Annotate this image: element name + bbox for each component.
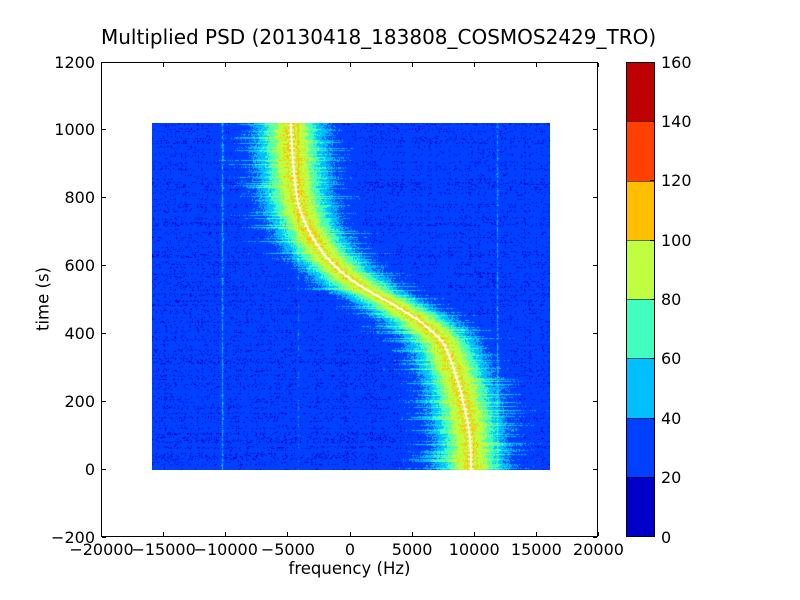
x-tick-mark [225, 532, 227, 536]
y-tick-label: 200 [64, 391, 95, 411]
y-tick-label: 1000 [54, 120, 95, 140]
colorbar-segment [627, 299, 654, 359]
colorbar-tick-label: 120 [661, 171, 692, 191]
x-tick-mark [411, 532, 413, 536]
y-tick-mark [102, 400, 106, 402]
x-axis-label: frequency (Hz) [288, 559, 411, 578]
x-tick-label: −15000 [131, 540, 196, 559]
x-tick-mark-top [411, 63, 413, 67]
colorbar-segment [627, 358, 654, 418]
colorbar-segment [627, 239, 654, 299]
x-tick-mark-top [101, 63, 102, 67]
colorbar-tick-label: 160 [661, 52, 692, 72]
y-tick-mark [102, 536, 106, 538]
colorbar-segment [627, 121, 654, 181]
x-tick-mark [535, 532, 537, 536]
plot-area [101, 62, 598, 537]
x-tick-mark-top [225, 63, 227, 67]
y-tick-mark-right [593, 468, 597, 470]
colorbar-tick-label: 0 [661, 527, 672, 547]
colorbar-tick-mark [650, 358, 654, 360]
x-tick-mark-top [163, 63, 165, 67]
x-tick-label: 20000 [573, 540, 624, 559]
colorbar-tick-label: 140 [661, 111, 692, 131]
x-tick-mark-top [535, 63, 537, 67]
y-tick-mark-right [593, 265, 597, 267]
y-tick-mark [102, 197, 106, 199]
colorbar-segment [627, 180, 654, 240]
colorbar-tick-mark [650, 299, 654, 300]
x-tick-label: −20000 [69, 540, 134, 559]
colorbar-tick-mark [650, 180, 654, 182]
y-tick-label: −200 [51, 527, 95, 547]
x-tick-mark [287, 532, 289, 536]
y-tick-mark [102, 129, 106, 131]
chart-title: Multiplied PSD (20130418_183808_COSMOS24… [101, 25, 657, 49]
y-tick-label: 1200 [54, 52, 95, 72]
colorbar-tick-mark [650, 417, 654, 419]
x-tick-label: 10000 [448, 540, 500, 559]
colorbar-tick-label: 20 [661, 468, 682, 488]
colorbar-tick-mark [650, 239, 654, 241]
x-tick-mark-top [349, 63, 351, 67]
colorbar-tick-label: 100 [661, 230, 692, 250]
y-axis-label: time (s) [33, 267, 53, 331]
y-tick-mark-right [593, 197, 597, 199]
x-tick-label: 15000 [510, 540, 562, 559]
colorbar-segment [627, 476, 654, 536]
x-tick-mark-top [598, 63, 599, 67]
x-tick-label: −5000 [260, 540, 315, 559]
y-tick-mark-right [593, 129, 597, 131]
x-tick-label: −10000 [193, 540, 258, 559]
x-tick-mark [163, 532, 165, 536]
colorbar-segment [627, 63, 654, 122]
y-tick-mark-right [593, 332, 597, 334]
colorbar-tick-label: 80 [661, 290, 682, 309]
x-tick-mark [598, 532, 599, 536]
colorbar-tick-label: 40 [661, 408, 682, 428]
colorbar-tick-mark [650, 477, 654, 479]
colorbar-segment [627, 417, 654, 477]
y-tick-mark-right [593, 536, 597, 538]
y-tick-mark-right [593, 400, 597, 402]
y-tick-label: 800 [64, 188, 95, 208]
x-tick-mark-top [287, 63, 289, 67]
heatmap-canvas [152, 123, 550, 470]
x-tick-mark [473, 532, 475, 536]
x-tick-mark [101, 532, 102, 536]
y-tick-mark [102, 332, 106, 334]
y-tick-label: 400 [64, 323, 95, 343]
colorbar-tick-mark [650, 120, 654, 122]
y-tick-label: 600 [64, 256, 95, 276]
y-tick-mark [102, 61, 106, 63]
x-tick-mark-top [473, 63, 475, 67]
x-tick-label: 0 [344, 540, 356, 559]
colorbar [626, 62, 655, 537]
y-tick-mark [102, 468, 106, 470]
x-tick-label: 5000 [391, 540, 433, 559]
colorbar-tick-label: 60 [661, 349, 682, 369]
y-tick-mark-right [593, 61, 597, 63]
y-tick-mark [102, 265, 106, 267]
y-tick-label: 0 [84, 459, 95, 479]
x-tick-mark [349, 532, 351, 536]
